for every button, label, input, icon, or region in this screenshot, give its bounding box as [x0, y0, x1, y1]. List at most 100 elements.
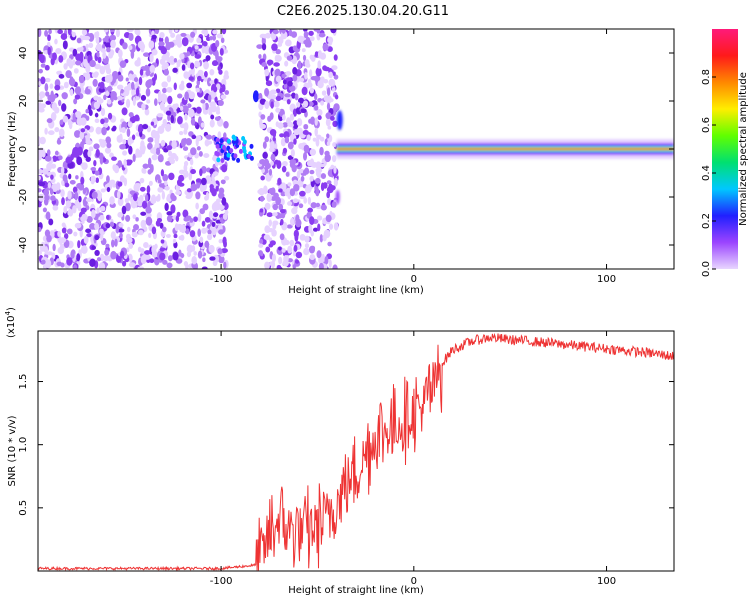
heatmap-noise-cell: [303, 247, 310, 256]
heatmap-noise-cell: [164, 123, 172, 132]
heatmap-noise-cell: [275, 49, 281, 55]
heatmap-noise-cell: [205, 134, 212, 139]
heatmap-noise-cell: [117, 211, 124, 218]
heatmap-noise-cell: [221, 197, 227, 206]
heatmap-noise-cell: [196, 75, 202, 82]
heatmap-noise-cell: [161, 190, 166, 200]
heatmap-noise-cell: [200, 177, 207, 186]
heatmap-noise-cell: [293, 229, 299, 238]
heatmap-noise-cell: [299, 190, 306, 197]
heatmap-noise-cell: [44, 77, 51, 83]
snr-x-tick-label: -100: [210, 576, 233, 587]
heatmap-noise-cell: [303, 123, 309, 130]
heatmap-noise-cell: [92, 78, 98, 87]
heatmap-noise-cell: [275, 95, 282, 101]
heatmap-noise-cell: [150, 147, 157, 154]
heatmap-noise-cell: [73, 68, 79, 74]
heatmap-noise-cell: [314, 117, 318, 126]
heatmap-noise-cell: [80, 245, 88, 254]
heatmap-noise-cell: [326, 102, 331, 111]
heatmap-noise-cell: [88, 146, 94, 152]
colorbar-ramp: [712, 29, 738, 269]
heatmap-noise-cell: [78, 75, 85, 84]
heatmap-blob-cell: [215, 151, 220, 157]
heatmap-noise-cell: [105, 67, 112, 75]
heatmap-noise-cell: [91, 72, 96, 78]
heatmap-noise-cell: [318, 262, 324, 269]
heatmap-noise-cell: [302, 100, 309, 108]
heatmap-noise-cell: [169, 55, 174, 61]
heatmap-noise-cell: [317, 80, 324, 89]
heatmap-noise-cell: [199, 208, 206, 215]
heatmap-y-axis-label: Frequency (Hz): [7, 111, 18, 187]
heatmap-noise-cell: [85, 115, 90, 121]
heatmap-signal-onset: [336, 110, 343, 131]
heatmap-noise-cell: [324, 153, 331, 163]
heatmap-noise-cell: [170, 204, 176, 214]
heatmap-noise-cell: [165, 233, 171, 238]
heatmap-noise-cell: [298, 203, 304, 209]
heatmap-noise-cell: [307, 196, 312, 205]
heatmap-noise-cell: [58, 128, 65, 137]
heatmap-noise-cell: [316, 29, 321, 34]
heatmap-noise-cell: [161, 93, 166, 99]
heatmap-noise-cell: [332, 142, 337, 148]
heatmap-noise-cell: [42, 207, 47, 213]
heatmap-noise-cell: [286, 98, 291, 105]
heatmap-noise-cell: [304, 167, 310, 175]
heatmap-noise-cell: [141, 103, 146, 111]
heatmap-noise-cell: [186, 82, 193, 89]
heatmap-noise-cell: [136, 57, 141, 65]
heatmap-noise-cell: [95, 149, 100, 158]
heatmap-noise-cell: [209, 36, 213, 41]
heatmap-noise-cell: [83, 58, 88, 68]
heatmap-noise-cell: [81, 162, 88, 170]
heatmap-noise-cell: [216, 105, 220, 113]
heatmap-noise-cell: [159, 252, 166, 261]
heatmap-noise-cell: [207, 94, 212, 103]
heatmap-noise-cell: [180, 138, 187, 148]
heatmap-noise-cell: [93, 159, 97, 167]
heatmap-noise-cell: [147, 79, 153, 86]
heatmap-noise-cell: [96, 207, 100, 214]
heatmap-noise-cell: [167, 114, 171, 121]
heatmap-noise-cell: [54, 84, 61, 91]
heatmap-noise-cell: [94, 234, 100, 241]
heatmap-noise-cell: [146, 185, 151, 194]
heatmap-noise-cell: [180, 234, 185, 241]
heatmap-noise-cell: [290, 31, 298, 38]
heatmap-noise-cell: [291, 207, 298, 215]
heatmap-noise-cell: [166, 211, 173, 216]
colorbar-tick-label: 0.0: [701, 261, 712, 277]
heatmap-noise-cell: [77, 146, 83, 156]
heatmap-noise-cell: [57, 29, 63, 35]
heatmap-x-tick-label: 100: [597, 274, 616, 285]
heatmap-noise-cell: [117, 160, 122, 167]
heatmap-noise-cell: [91, 245, 97, 250]
heatmap-noise-cell: [106, 175, 110, 183]
heatmap-noise-cell: [85, 156, 91, 162]
heatmap-noise-cell: [199, 168, 203, 177]
heatmap-noise-cell: [195, 135, 202, 142]
heatmap-noise-cell: [121, 107, 128, 116]
heatmap-noise-cell: [269, 112, 274, 120]
heatmap-noise-cell: [149, 163, 154, 173]
heatmap-noise-cell: [161, 81, 168, 88]
heatmap-noise-cell: [80, 207, 87, 213]
heatmap-noise-cell: [310, 116, 316, 125]
heatmap-noise-cell: [151, 244, 157, 255]
heatmap-noise-cell: [40, 76, 46, 85]
heatmap-noise-cell: [333, 222, 339, 231]
heatmap-noise-cell: [326, 191, 331, 199]
heatmap-noise-cell: [143, 241, 149, 249]
heatmap-noise-cell: [200, 122, 205, 128]
heatmap-noise-cell: [99, 214, 105, 221]
heatmap-noise-cell: [74, 191, 79, 201]
heatmap-signal-core: [336, 148, 674, 150]
snr-y-tick-label: 0.5: [18, 500, 29, 516]
heatmap-noise-cell: [198, 150, 203, 157]
heatmap-noise-cell: [115, 224, 120, 234]
heatmap-noise-cell: [38, 250, 42, 256]
heatmap-noise-cell: [301, 48, 306, 53]
heatmap-noise-cell: [123, 158, 127, 168]
